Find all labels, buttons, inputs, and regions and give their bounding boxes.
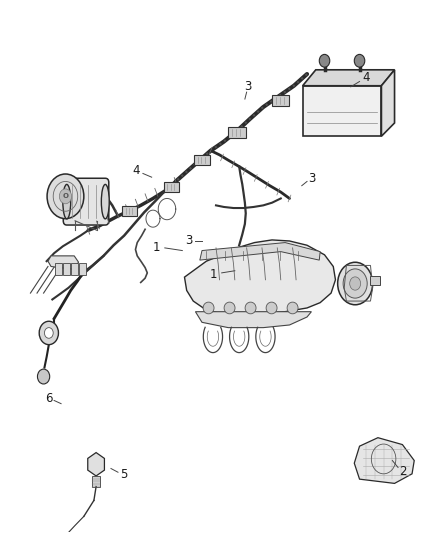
Ellipse shape [63, 184, 71, 219]
Text: 4: 4 [132, 164, 140, 177]
FancyBboxPatch shape [92, 476, 100, 487]
FancyBboxPatch shape [163, 182, 178, 192]
Text: 6: 6 [45, 392, 53, 405]
Polygon shape [184, 240, 335, 316]
Polygon shape [302, 70, 394, 86]
Ellipse shape [349, 277, 360, 290]
Ellipse shape [343, 269, 366, 298]
FancyBboxPatch shape [71, 263, 78, 275]
Polygon shape [381, 70, 394, 136]
Text: 4: 4 [361, 71, 369, 84]
Polygon shape [88, 453, 104, 476]
FancyBboxPatch shape [63, 263, 70, 275]
Ellipse shape [203, 302, 214, 314]
Text: 1: 1 [209, 268, 216, 281]
Text: 2: 2 [399, 465, 406, 478]
Text: O: O [62, 193, 68, 199]
Polygon shape [195, 312, 311, 328]
Text: 1: 1 [152, 241, 159, 254]
FancyBboxPatch shape [63, 178, 109, 225]
Circle shape [44, 328, 53, 338]
Text: 3: 3 [307, 172, 314, 185]
FancyBboxPatch shape [55, 263, 62, 275]
FancyBboxPatch shape [194, 155, 209, 165]
Circle shape [318, 54, 329, 67]
FancyBboxPatch shape [272, 95, 289, 106]
Ellipse shape [286, 302, 297, 314]
FancyBboxPatch shape [78, 263, 85, 275]
Circle shape [353, 54, 364, 67]
Ellipse shape [223, 302, 234, 314]
Text: 5: 5 [120, 469, 127, 481]
FancyBboxPatch shape [370, 276, 379, 285]
FancyBboxPatch shape [122, 206, 137, 216]
Polygon shape [302, 86, 381, 136]
Circle shape [39, 321, 58, 345]
Polygon shape [199, 243, 319, 260]
Circle shape [37, 369, 49, 384]
Text: 3: 3 [185, 235, 192, 247]
Polygon shape [353, 438, 413, 483]
Ellipse shape [337, 262, 372, 305]
Ellipse shape [244, 302, 255, 314]
Text: 3: 3 [244, 80, 251, 93]
Ellipse shape [265, 302, 276, 314]
Ellipse shape [101, 184, 109, 219]
Polygon shape [48, 256, 78, 269]
Circle shape [59, 189, 71, 204]
FancyBboxPatch shape [227, 127, 246, 139]
Circle shape [47, 174, 84, 219]
